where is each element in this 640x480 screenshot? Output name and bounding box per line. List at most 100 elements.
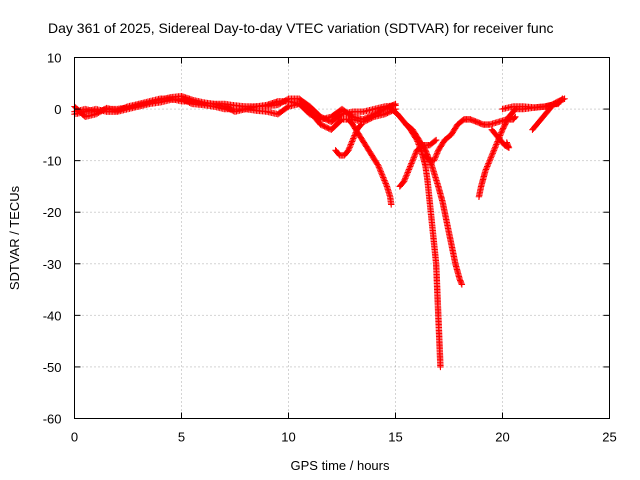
data-point (402, 173, 410, 181)
data-point (407, 161, 414, 169)
data-point (350, 133, 358, 141)
data-point (375, 164, 383, 171)
data-point (410, 154, 418, 161)
data-point (558, 96, 565, 103)
data-point (348, 138, 356, 145)
data-point (382, 180, 389, 187)
data-point (484, 161, 492, 169)
data-point (404, 169, 411, 176)
y-tick-label: -20 (43, 205, 62, 220)
data-point (348, 139, 355, 147)
data-point (408, 160, 415, 167)
data-point (349, 136, 356, 144)
data-point (408, 158, 416, 166)
data-point (487, 155, 494, 163)
data-point (377, 168, 385, 175)
data-point (406, 164, 413, 172)
data-point (351, 130, 359, 138)
data-point (491, 144, 499, 151)
data-point (511, 114, 518, 121)
series-dip-12.4 (332, 121, 365, 159)
series-dip-18 (403, 121, 466, 288)
data-point (431, 155, 438, 163)
data-point (493, 141, 500, 148)
series-dip-14.7 (345, 116, 395, 208)
data-point (491, 145, 498, 153)
data-point (411, 153, 418, 160)
data-points (71, 92, 568, 371)
series-dip-20 (488, 126, 513, 151)
x-tick-label: 0 (71, 430, 78, 445)
data-point (402, 175, 409, 182)
data-point (406, 163, 414, 170)
data-point (497, 130, 504, 138)
data-point (345, 145, 353, 153)
data-point (392, 100, 399, 108)
data-point (498, 129, 505, 136)
data-point (377, 167, 384, 174)
data-point (498, 127, 506, 135)
data-point (485, 158, 493, 166)
series-recovery-17 (422, 113, 519, 164)
y-tick-label: -60 (43, 412, 62, 427)
data-point (358, 121, 365, 128)
data-point (405, 167, 412, 175)
data-point (284, 104, 291, 111)
data-point (403, 170, 411, 178)
data-point (503, 139, 510, 146)
data-point (348, 112, 355, 120)
data-point (375, 162, 382, 169)
data-point (403, 172, 410, 179)
y-tick-label: -50 (43, 360, 62, 375)
x-tick-label: 20 (495, 430, 509, 445)
ticks: 0 5 10 15 20 25 10 0 -10 -20 -30 -40 -50 -60 (43, 51, 617, 445)
data-point (374, 161, 381, 168)
data-point (381, 177, 388, 184)
data-point (345, 147, 352, 154)
data-point (488, 151, 496, 158)
plot-frame (74, 57, 610, 419)
data-point (483, 164, 490, 172)
data-point (512, 113, 519, 121)
data-point (559, 95, 566, 102)
data-point (489, 150, 496, 157)
data-point (409, 157, 416, 164)
data-point (400, 178, 408, 185)
data-point (187, 100, 195, 107)
data-point (410, 155, 417, 163)
data-point (346, 144, 353, 151)
data-point (434, 148, 441, 156)
data-point (376, 165, 383, 172)
series-tail-21.5 (529, 95, 566, 133)
y-tick-label: -10 (43, 154, 62, 169)
y-axis-label: SDTVAR / TECUs (7, 185, 22, 290)
data-point (430, 157, 438, 164)
data-point (390, 101, 398, 108)
y-tick-label: 10 (47, 51, 61, 66)
data-point (401, 176, 408, 183)
x-tick-label: 5 (178, 430, 185, 445)
data-point (458, 281, 466, 288)
data-point (347, 141, 355, 148)
data-point (492, 142, 499, 150)
data-point (493, 139, 501, 147)
y-tick-label: 0 (54, 102, 61, 117)
data-point (388, 201, 395, 208)
data-point (411, 151, 419, 158)
y-tick-label: -40 (43, 308, 62, 323)
data-point (488, 153, 495, 160)
data-point (432, 153, 440, 160)
data-point (482, 166, 490, 173)
data-point (352, 129, 359, 136)
data-point (357, 122, 364, 129)
data-point (490, 147, 498, 154)
data-point (351, 132, 358, 139)
data-point (490, 148, 497, 156)
series-dip-15.3 (396, 136, 440, 190)
data-point (383, 181, 390, 189)
data-point (412, 150, 419, 157)
data-point (378, 171, 386, 178)
data-point (380, 174, 387, 181)
